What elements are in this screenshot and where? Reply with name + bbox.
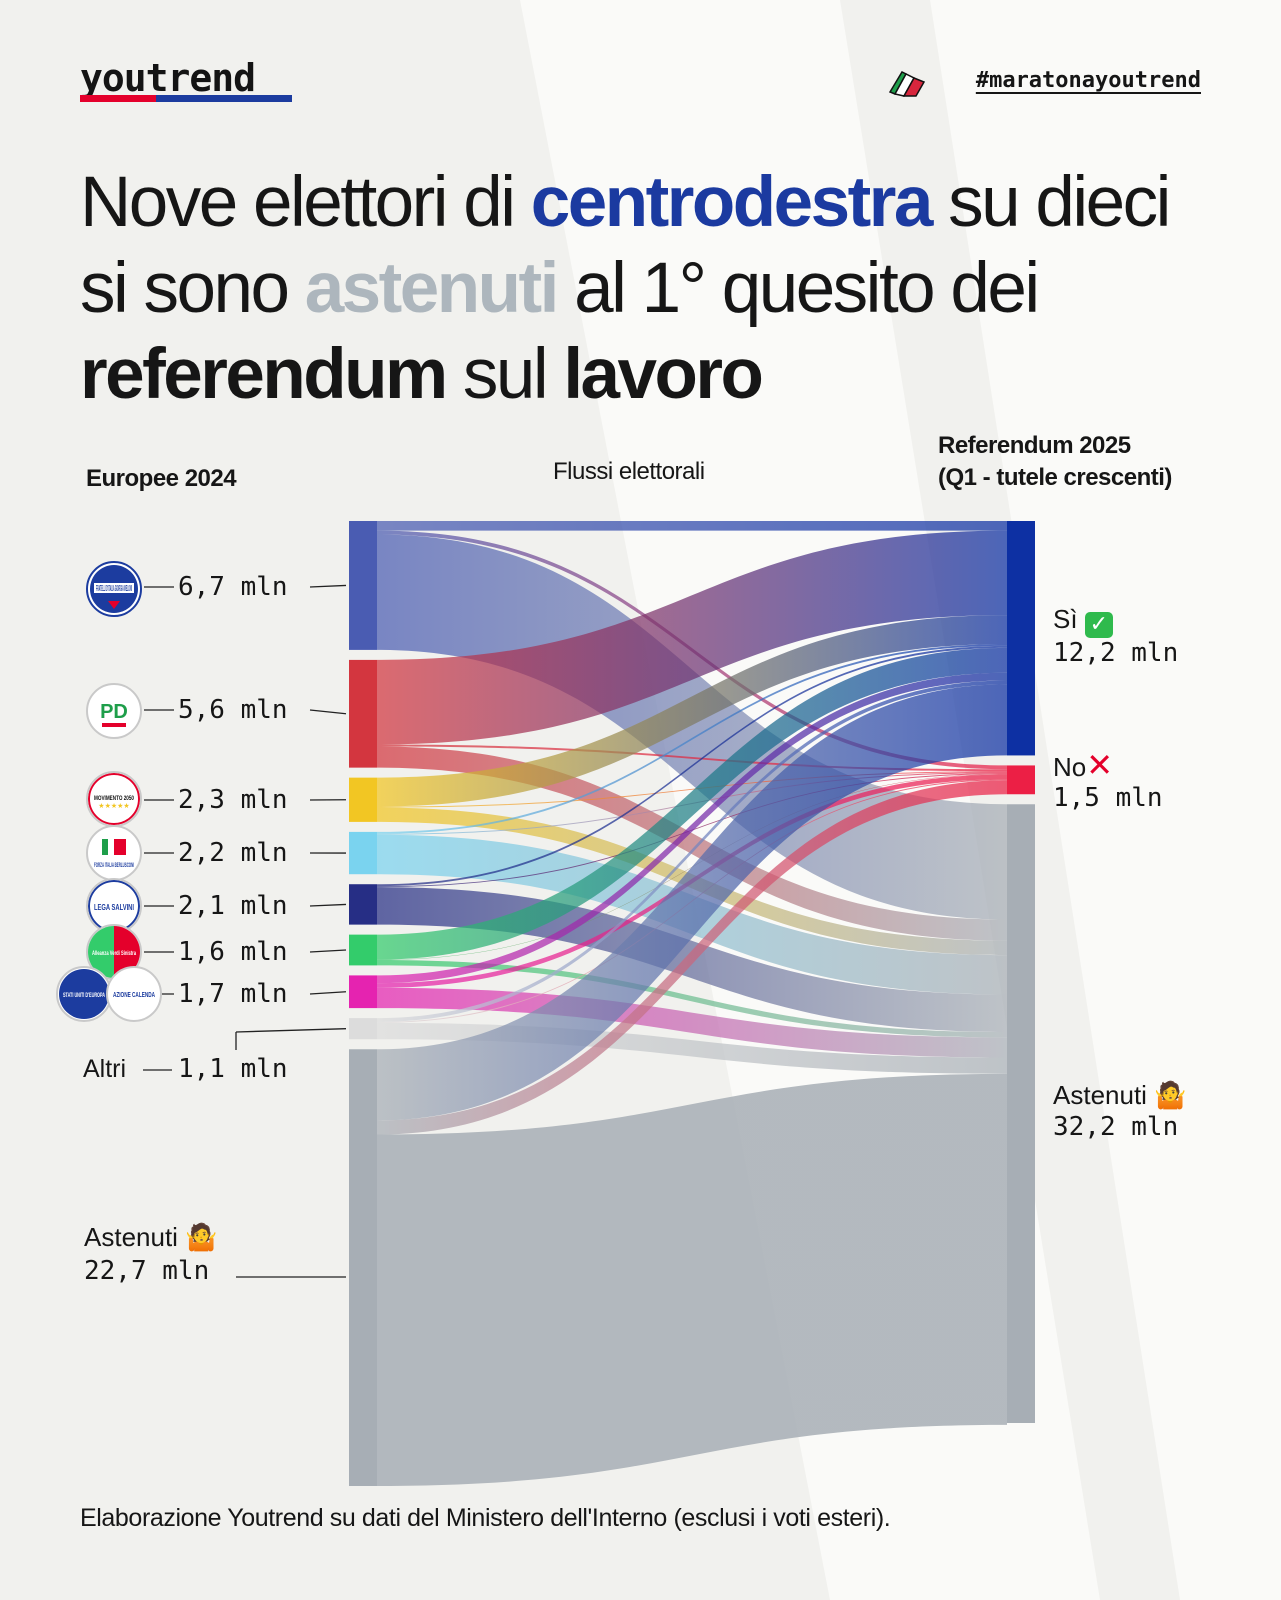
pd-logo-text: PD (100, 701, 128, 723)
avs-value-label: 1,6 mln (178, 937, 288, 967)
source-node-avs (349, 934, 377, 966)
check-mark-icon: ✓ (1084, 612, 1113, 638)
target-node-astenuti (1007, 804, 1035, 1423)
fdi-logo: FRATELLI D'ITALIA GIORGIA MELONI (86, 561, 142, 617)
target-node-si (1007, 521, 1035, 756)
m5s-value-label: 2,3 mln (178, 785, 288, 815)
flow-avs-to-si (377, 647, 1007, 960)
src-astenuti-value-label: 22,7 mln (84, 1256, 210, 1286)
shrug-person-icon: 🤷 (1154, 1081, 1187, 1111)
source-node-seu_az (349, 975, 377, 1009)
nodes-layer (349, 521, 1035, 1486)
avs-logo-text: Alleanza Verdi Sinistra (92, 951, 136, 957)
flow-m5s-to-no (377, 771, 1007, 808)
source-node-lega (349, 884, 377, 925)
altri-value-label: 1,1 mln (178, 1054, 288, 1084)
src-astenuti-label: Astenuti 🤷 (84, 1222, 218, 1253)
leaders-layer (143, 584, 347, 1278)
flow-astenuti-to-no (377, 780, 1007, 1135)
italian-flag-icon (888, 71, 926, 97)
azione-logo: AZIONE CALENDA (106, 966, 162, 1022)
flow-pd-to-astenuti (377, 746, 1007, 941)
altri-label: Altri (83, 1055, 127, 1083)
flow-fdi-to-si (377, 521, 1007, 531)
target-astenuti-value: 32,2 mln (1053, 1112, 1179, 1142)
flow-altri-to-si (377, 680, 1007, 1022)
fi-logo-text: FORZA ITALIA BERLUSCONI (94, 863, 134, 869)
hashtag[interactable]: #maratonayoutrend (975, 68, 1201, 93)
left-column-header: Europee 2024 (86, 465, 237, 492)
target-si-label: Sì ✓ 12,2 mln (1053, 604, 1179, 668)
flow-astenuti-to-si (377, 684, 1007, 1121)
seu-logo-text: STATI UNITI D'EUROPA (63, 993, 105, 999)
source-node-fi (349, 831, 377, 875)
shrug-person-icon: 🤷 (185, 1223, 218, 1253)
target-no-value: 1,5 mln (1053, 783, 1163, 813)
flow-pd-to-si (377, 530, 1007, 745)
node-leader-seu_az (309, 991, 347, 995)
svg-text:★★★★★: ★★★★★ (98, 802, 129, 810)
azione-logo-text: AZIONE CALENDA (113, 992, 155, 999)
flow-seu_az-to-astenuti (377, 987, 1007, 1058)
fi-logo: FORZA ITALIA BERLUSCONI (86, 825, 142, 881)
source-node-altri (349, 1018, 377, 1040)
m5s-logo-text: MOVIMENTO 2050 (94, 795, 134, 802)
source-node-astenuti (349, 1049, 377, 1486)
source-footnote: Elaborazione Youtrend su dati del Minist… (80, 1504, 891, 1532)
source-node-m5s (349, 777, 377, 822)
target-si-value: 12,2 mln (1053, 638, 1179, 668)
page-title: Nove elettori di centrodestra su dieci s… (80, 163, 1171, 414)
node-leader-fdi (309, 584, 347, 588)
seu-logo: STATI UNITI D'EUROPA (56, 966, 112, 1022)
fi-value-label: 2,2 mln (178, 838, 288, 868)
flow-fi-to-si (377, 643, 1007, 834)
altri-elbow-across (235, 1028, 347, 1033)
source-node-pd (349, 659, 377, 768)
flow-m5s-to-si (377, 615, 1007, 807)
target-astenuti-label: Astenuti 🤷 32,2 mln (1053, 1080, 1187, 1142)
right-column-header: Referendum 2025 (Q1 - tutele crescenti) (938, 432, 1172, 491)
lega-value-label: 2,1 mln (178, 891, 288, 921)
target-node-no (1007, 765, 1035, 795)
node-leader-avs (309, 949, 347, 953)
flow-avs-to-astenuti (377, 960, 1007, 1038)
flow-lega-to-si (377, 645, 1007, 887)
lega-logo-text: LEGA SALVINI (94, 903, 134, 912)
pd-value-label: 5,6 mln (178, 695, 288, 725)
middle-column-header: Flussi elettorali (553, 458, 705, 485)
target-no-label: No✕ 1,5 mln (1053, 746, 1163, 813)
brand-logo: youtrend (80, 56, 256, 100)
cross-mark-icon: ✕ (1086, 746, 1114, 784)
seu-azione-value-label: 1,7 mln (178, 979, 288, 1009)
m5s-logo: MOVIMENTO 2050 ★★★★★ (86, 771, 142, 827)
source-node-fdi (349, 521, 377, 650)
flow-astenuti-to-astenuti (377, 1073, 1007, 1486)
flows-layer (377, 521, 1007, 1486)
fdi-value-label: 6,7 mln (178, 572, 288, 602)
fdi-logo-text: FRATELLI D'ITALIA GIORGIA MELONI (96, 584, 132, 593)
flow-seu_az-to-si (377, 672, 1007, 984)
pd-logo: PD (86, 683, 142, 739)
flow-pd-to-no (377, 744, 1007, 772)
brand-underline (80, 95, 292, 102)
node-leader-lega (309, 903, 347, 907)
node-leader-pd (309, 709, 347, 715)
